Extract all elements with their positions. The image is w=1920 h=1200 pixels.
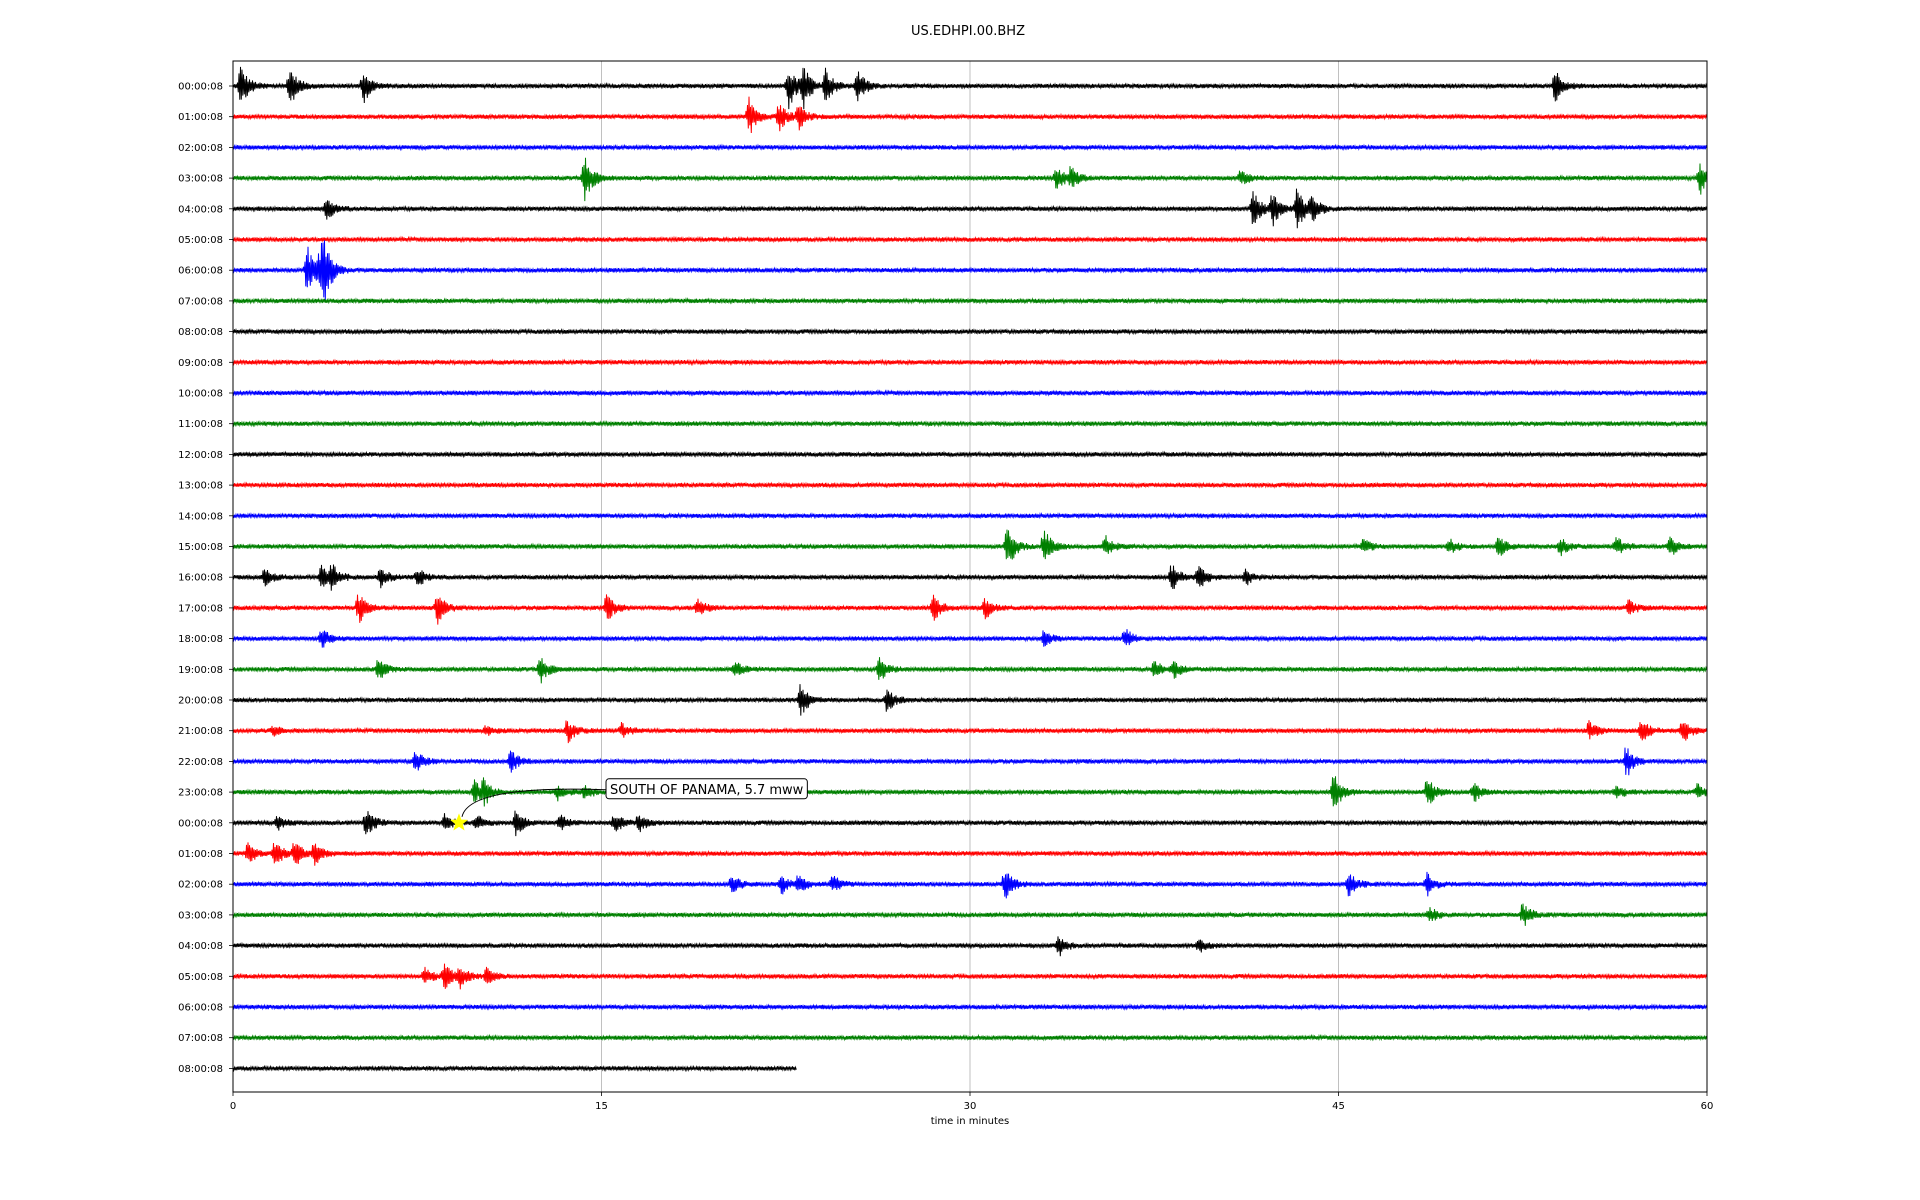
x-tick-labels: 0 15 30 45 60 <box>230 1092 1714 1112</box>
y-tick-labels: 00:00:08 01:00:08 02:00:08 03:00:08 04:00:08… <box>178 82 233 1075</box>
y-tick-label: 02:00:08 <box>178 880 223 891</box>
y-tick-label: 02:00:08 <box>178 143 223 154</box>
trace-row <box>232 936 1708 957</box>
trace-row <box>232 235 1708 244</box>
trace-row <box>232 96 1708 134</box>
y-tick-label: 03:00:08 <box>178 174 223 185</box>
trace-layer <box>232 66 1708 1073</box>
y-tick-label: 22:00:08 <box>178 757 223 768</box>
trace-row <box>232 481 1708 489</box>
trace-row <box>232 419 1708 428</box>
trace-row <box>232 810 1708 837</box>
y-tick-label: 11:00:08 <box>178 419 223 430</box>
trace-row <box>232 629 1708 648</box>
trace-row <box>232 511 1708 520</box>
trace-row <box>232 657 1708 684</box>
trace-row <box>232 297 1708 305</box>
trace-row <box>232 157 1708 202</box>
annotation-text: SOUTH OF PANAMA, 5.7 mww <box>610 783 804 798</box>
y-tick-label: 08:00:08 <box>178 1064 223 1075</box>
y-tick-label: 09:00:08 <box>178 358 223 369</box>
y-tick-label: 00:00:08 <box>178 818 223 829</box>
y-tick-label: 17:00:08 <box>178 603 223 614</box>
trace-row <box>232 240 1708 301</box>
y-tick-label: 03:00:08 <box>178 910 223 921</box>
trace-row <box>232 450 1708 459</box>
trace-row <box>232 747 1708 776</box>
trace-row <box>232 1003 1708 1011</box>
y-tick-label: 18:00:08 <box>178 634 223 645</box>
plot-frame <box>232 60 1708 1093</box>
x-tick-label: 60 <box>1701 1101 1714 1112</box>
x-tick-label: 0 <box>230 1101 236 1112</box>
trace-row <box>232 1033 1708 1042</box>
y-tick-label: 05:00:08 <box>178 972 223 983</box>
annotation-arrow <box>461 788 607 817</box>
trace-row <box>232 903 1708 926</box>
y-tick-label: 05:00:08 <box>178 235 223 246</box>
trace-row <box>232 327 1708 336</box>
trace-row <box>232 143 1708 152</box>
y-tick-label: 04:00:08 <box>178 204 223 215</box>
trace-row <box>232 389 1708 397</box>
trace-row <box>232 684 1708 716</box>
annotation-box <box>605 778 808 800</box>
trace-row <box>232 842 1708 866</box>
x-tick-label: 15 <box>595 1101 608 1112</box>
y-tick-label: 14:00:08 <box>178 511 223 522</box>
trace-row <box>232 529 1708 560</box>
trace-row <box>232 871 1708 899</box>
y-tick-label: 12:00:08 <box>178 450 223 461</box>
y-tick-label: 00:00:08 <box>178 82 223 93</box>
y-tick-label: 07:00:08 <box>178 296 223 307</box>
y-tick-label: 19:00:08 <box>178 665 223 676</box>
y-tick-label: 07:00:08 <box>178 1033 223 1044</box>
y-tick-label: 01:00:08 <box>178 112 223 123</box>
trace-row <box>232 358 1708 367</box>
y-tick-label: 04:00:08 <box>178 941 223 952</box>
trace-row <box>232 776 1708 807</box>
y-tick-label: 06:00:08 <box>178 266 223 277</box>
trace-row <box>232 963 1708 990</box>
y-tick-label: 20:00:08 <box>178 696 223 707</box>
trace-row <box>232 564 1708 591</box>
y-tick-label: 06:00:08 <box>178 1003 223 1014</box>
x-tick-label: 45 <box>1332 1101 1345 1112</box>
y-tick-label: 13:00:08 <box>178 481 223 492</box>
trace-row <box>232 66 1708 110</box>
y-tick-label: 21:00:08 <box>178 726 223 737</box>
x-axis-label: time in minutes <box>931 1116 1010 1127</box>
trace-row <box>232 188 1708 229</box>
trace-row <box>232 720 1708 744</box>
y-tick-label: 16:00:08 <box>178 573 223 584</box>
trace-row <box>232 594 1708 625</box>
y-tick-label: 10:00:08 <box>178 389 223 400</box>
trace-row <box>232 1064 797 1073</box>
chart-title: US.EDHPI.00.BHZ <box>911 24 1025 39</box>
event-annotation: SOUTH OF PANAMA, 5.7 mww <box>450 778 808 831</box>
y-tick-label: 01:00:08 <box>178 849 223 860</box>
y-tick-label: 15:00:08 <box>178 542 223 553</box>
y-tick-label: 08:00:08 <box>178 327 223 338</box>
x-tick-label: 30 <box>964 1101 977 1112</box>
y-tick-label: 23:00:08 <box>178 788 223 799</box>
event-star-marker <box>450 813 468 831</box>
